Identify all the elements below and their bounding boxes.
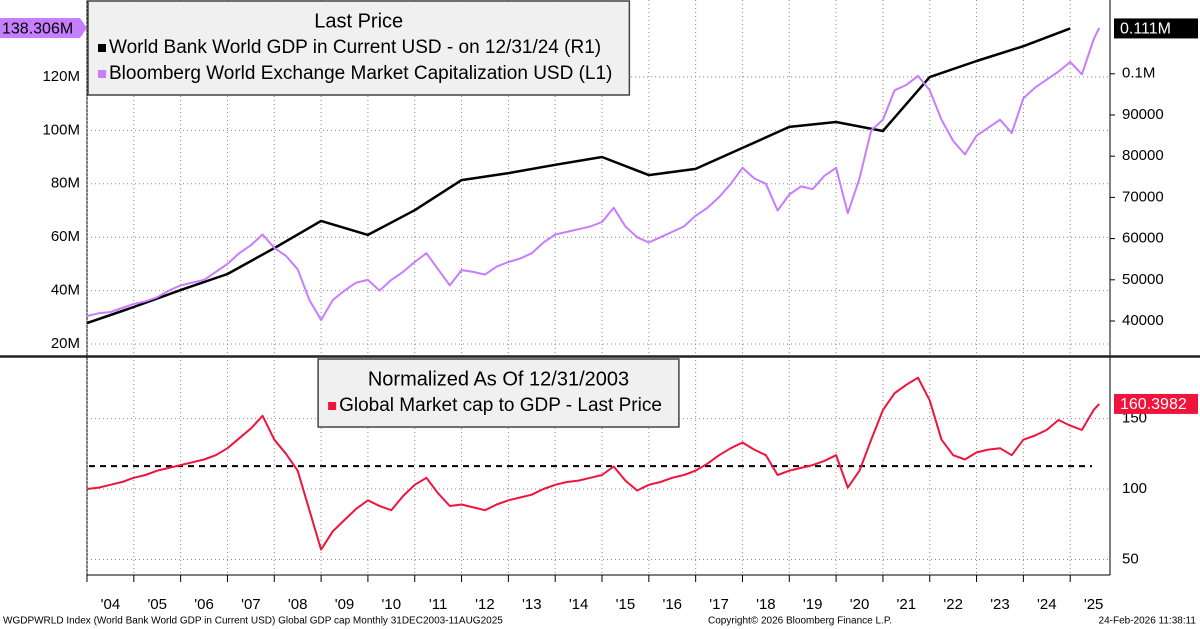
x-tick-label: '13 bbox=[522, 596, 542, 613]
footer-source: WGDPWRLD Index (World Bank World GDP in … bbox=[3, 616, 503, 627]
y2-tick-label: 70000 bbox=[1122, 188, 1164, 205]
x-tick-label: '19 bbox=[803, 596, 823, 613]
x-tick-label: '08 bbox=[288, 596, 308, 613]
legend-box bbox=[317, 358, 680, 428]
legend: Last Price World Bank World GDP in Curren… bbox=[87, 0, 631, 96]
value-label: 160.3982 bbox=[1120, 396, 1187, 413]
legend-label: Global Market cap to GDP - Last Price bbox=[339, 395, 662, 416]
x-tick-label: '04 bbox=[101, 596, 121, 613]
series-line bbox=[86, 27, 1101, 321]
y2-tick-label: 0.1M bbox=[1122, 65, 1155, 82]
x-tick-label: '07 bbox=[241, 596, 261, 613]
y2-tick-label: 60000 bbox=[1122, 230, 1164, 247]
y-tick-label: 80M bbox=[51, 175, 80, 192]
x-tick-label: '21 bbox=[897, 596, 917, 613]
value-label-box bbox=[1114, 18, 1198, 39]
value-label: 0.111M bbox=[1120, 21, 1171, 38]
series-line bbox=[86, 27, 1071, 325]
value-label-box bbox=[1114, 393, 1198, 414]
value-label-pointer bbox=[80, 18, 87, 39]
legend-marker bbox=[98, 44, 106, 52]
y2-tick-label: 80000 bbox=[1122, 147, 1164, 164]
x-tick-label: '09 bbox=[335, 596, 355, 613]
legend-marker bbox=[328, 402, 337, 410]
value-label: 138.306M bbox=[2, 20, 73, 37]
footer-timestamp: 24-Feb-2026 11:38:11 bbox=[1099, 616, 1197, 627]
y2-tick-label: 50000 bbox=[1122, 271, 1164, 288]
x-tick-label: '10 bbox=[382, 596, 402, 613]
legend-label: World Bank World GDP in Current USD - on… bbox=[109, 37, 601, 58]
y-tick-label: 60M bbox=[51, 228, 80, 245]
value-label-box bbox=[0, 18, 80, 39]
legend-marker bbox=[98, 70, 106, 78]
x-tick-label: '16 bbox=[662, 596, 682, 613]
x-tick-label: '23 bbox=[990, 596, 1010, 613]
y-tick-label: 20M bbox=[51, 335, 80, 352]
legend-title: Normalized As Of 12/31/2003 bbox=[368, 368, 629, 390]
x-tick-label: '14 bbox=[569, 596, 589, 613]
y-tick-label: 100M bbox=[42, 121, 80, 138]
x-tick-label: '11 bbox=[429, 596, 447, 613]
y-tick-label: 40M bbox=[51, 282, 80, 299]
series-line bbox=[86, 376, 1100, 551]
legend-label: Bloomberg World Exchange Market Capitali… bbox=[109, 63, 612, 84]
legend: Normalized As Of 12/31/2003 Global Market… bbox=[317, 358, 680, 428]
y-tick-label: 100 bbox=[1122, 480, 1147, 497]
x-tick-label: '15 bbox=[616, 596, 636, 613]
y-tick-label: 120M bbox=[42, 68, 80, 85]
legend-box bbox=[87, 0, 631, 96]
x-tick-label: '24 bbox=[1037, 596, 1057, 613]
x-tick-label: '12 bbox=[475, 596, 495, 613]
legend-title: Last Price bbox=[314, 10, 403, 32]
footer-copyright: Copyright© 2026 Bloomberg Finance L.P. bbox=[708, 616, 892, 627]
x-tick-label: '06 bbox=[194, 596, 214, 613]
x-tick-label: '17 bbox=[709, 596, 729, 613]
x-tick-label: '05 bbox=[147, 596, 167, 613]
x-tick-label: '22 bbox=[943, 596, 963, 613]
y-tick-label: 50 bbox=[1122, 550, 1139, 567]
y2-tick-label: 90000 bbox=[1122, 106, 1164, 123]
x-tick-label: '18 bbox=[756, 596, 776, 613]
x-tick-label: '20 bbox=[850, 596, 870, 613]
x-tick-label: '25 bbox=[1084, 596, 1104, 613]
y2-tick-label: 40000 bbox=[1122, 312, 1164, 329]
